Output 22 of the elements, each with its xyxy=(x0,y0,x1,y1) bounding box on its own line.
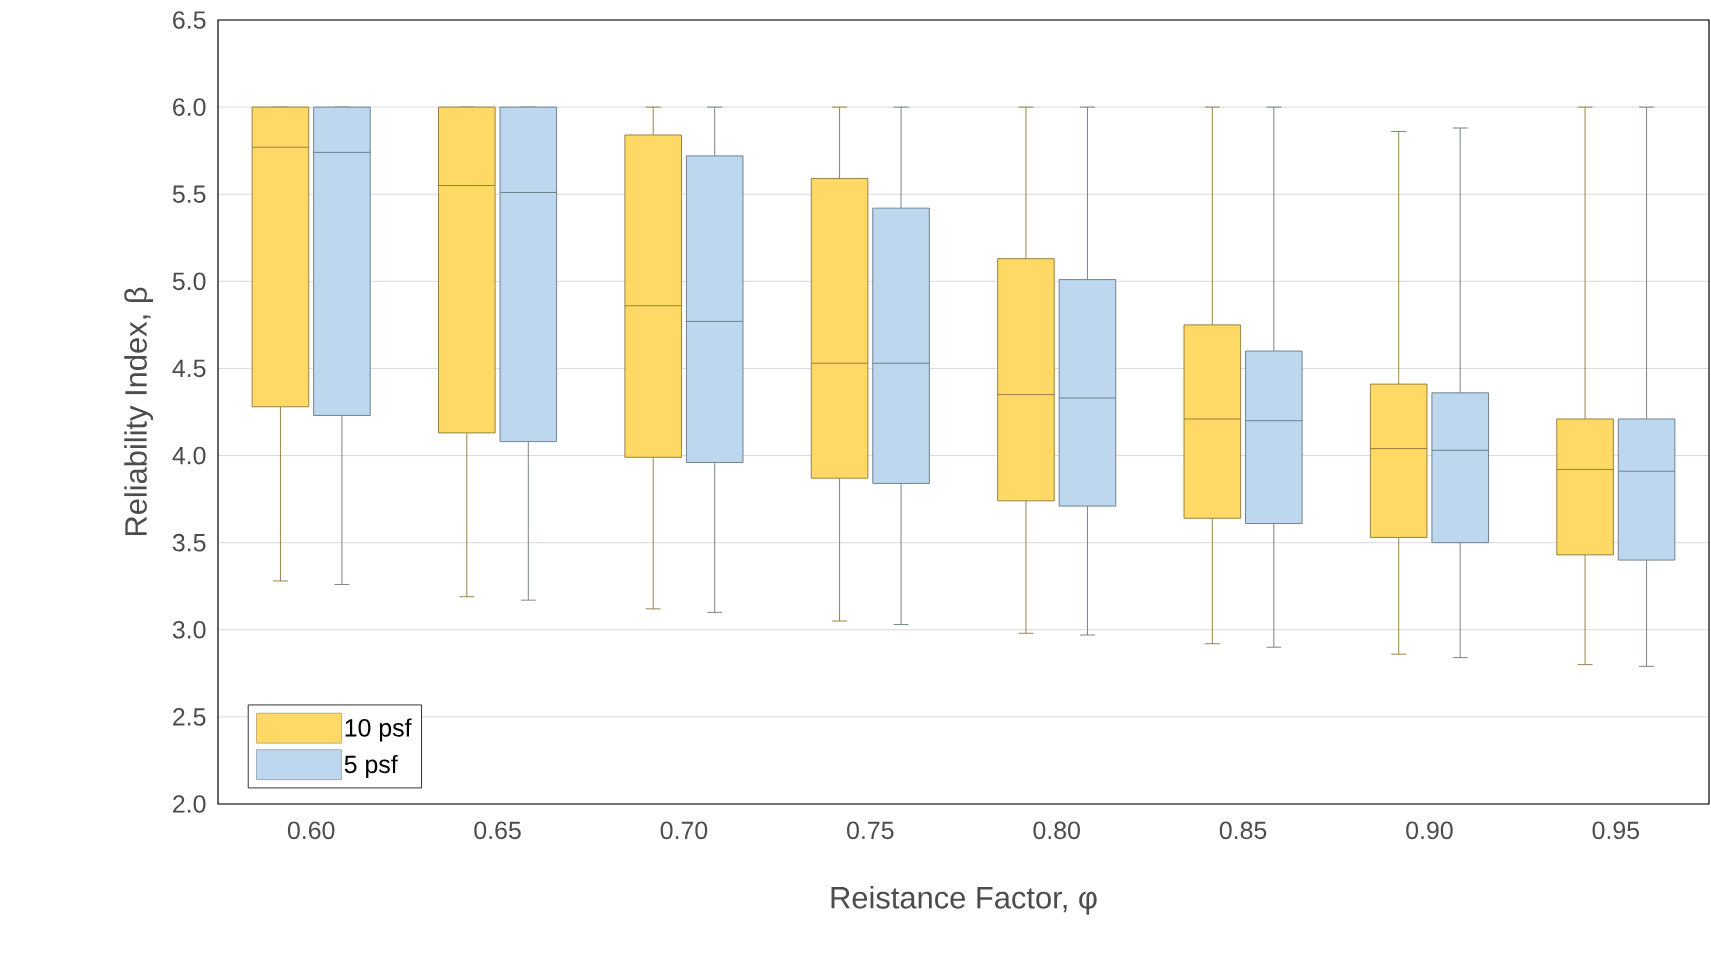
x-tick-label: 0.80 xyxy=(1033,821,1080,840)
x-axis-title: Reistance Factor, φ xyxy=(831,885,1097,915)
y-tick-label: 5.0 xyxy=(172,272,206,291)
y-tick-label: 4.0 xyxy=(172,446,206,465)
x-tick-label: 0.70 xyxy=(660,821,708,840)
legend-label: 10 psf xyxy=(345,718,412,742)
y-tick-label: 5.5 xyxy=(172,185,206,203)
y-tick-label: 3.0 xyxy=(172,620,206,639)
x-tick-label: 0.95 xyxy=(1592,821,1640,840)
y-tick-label: 6.5 xyxy=(173,11,206,29)
legend-label: 5 psf xyxy=(344,754,398,779)
y-tick-label: 4.5 xyxy=(172,359,206,378)
y-tick-label: 2.5 xyxy=(173,708,206,726)
y-axis-title: Reliability Index, β xyxy=(124,287,154,536)
y-tick-label: 6.0 xyxy=(173,98,206,116)
y-tick-label: 2.0 xyxy=(173,795,206,813)
x-tick-label: 0.85 xyxy=(1219,821,1267,840)
x-tick-label: 0.65 xyxy=(474,821,521,840)
x-tick-label: 0.60 xyxy=(287,821,335,840)
y-tick-label: 3.5 xyxy=(172,533,206,552)
x-tick-label: 0.90 xyxy=(1406,821,1453,840)
x-tick-label: 0.75 xyxy=(847,821,894,840)
